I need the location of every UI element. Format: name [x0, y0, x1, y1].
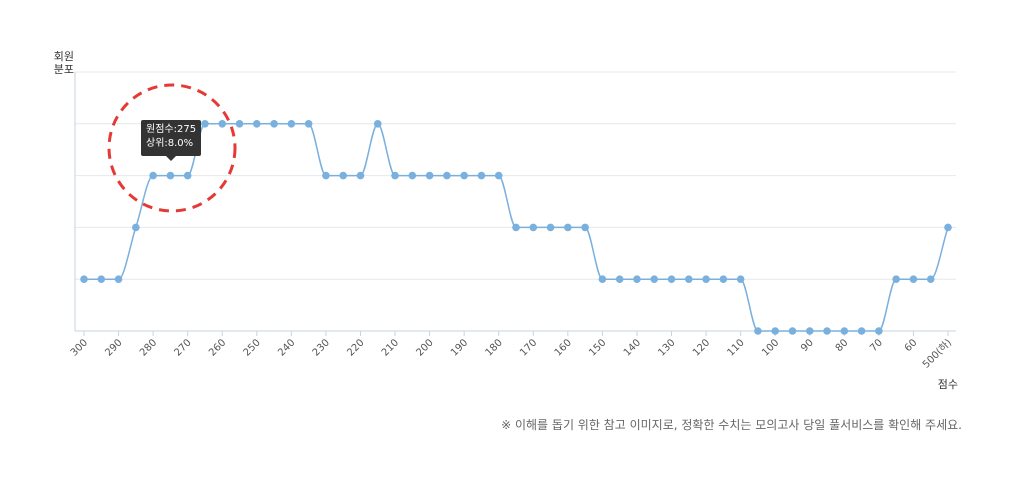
data-point[interactable]: [857, 327, 866, 335]
x-tick-label: 100: [760, 337, 781, 358]
data-point[interactable]: [149, 171, 157, 180]
data-point[interactable]: [183, 171, 192, 180]
y-axis-label: 회원 분포: [44, 50, 74, 76]
data-point[interactable]: [788, 327, 797, 335]
data-point[interactable]: [771, 327, 779, 335]
data-point[interactable]: [650, 275, 659, 284]
x-axis-label: 점수: [937, 378, 958, 391]
data-point[interactable]: [892, 275, 900, 284]
x-tick-label: 230: [311, 337, 332, 358]
data-point[interactable]: [667, 275, 676, 284]
y-axis-label-line2: 분포: [53, 63, 74, 76]
data-point[interactable]: [460, 171, 468, 180]
x-tick-label: 270: [173, 337, 194, 358]
data-point[interactable]: [132, 223, 140, 232]
x-tick-label: 120: [691, 337, 712, 358]
data-point[interactable]: [926, 275, 935, 284]
x-tick-label: 190: [449, 337, 470, 358]
data-point[interactable]: [944, 223, 952, 232]
data-point[interactable]: [615, 275, 624, 284]
x-tick-label: 280: [138, 337, 159, 358]
data-point[interactable]: [80, 275, 88, 284]
x-tick-labels: 300 290 280 270 260 250 240 230 220 210 200 190 180 1…: [69, 331, 954, 371]
x-tick-label: 80: [834, 337, 851, 354]
x-tick-label: 300: [69, 337, 90, 358]
data-point[interactable]: [201, 120, 209, 128]
data-point[interactable]: [754, 327, 762, 335]
x-tick-label: 240: [276, 337, 297, 358]
axes: [74, 72, 956, 332]
data-point[interactable]: [322, 171, 330, 180]
data-point[interactable]: [736, 275, 745, 284]
data-point[interactable]: [114, 275, 123, 284]
data-point[interactable]: [287, 120, 296, 128]
data-points[interactable]: [80, 120, 952, 335]
x-tick-label: 110: [725, 337, 746, 358]
disclaimer-note: ※ 이해를 돕기 위한 참고 이미지로, 정확한 수치는 모의고사 당일 풀서비…: [501, 418, 962, 432]
highlight-circle: [107, 83, 237, 213]
x-tick-label: 60: [903, 337, 920, 354]
data-point[interactable]: [598, 275, 607, 284]
data-point[interactable]: [218, 120, 227, 128]
grid-lines: [75, 71, 956, 280]
x-tick-label: 70: [868, 337, 885, 354]
x-tick-label: 260: [207, 337, 228, 358]
data-point[interactable]: [339, 171, 348, 180]
x-tick-label: 500(하): [919, 336, 954, 371]
data-point[interactable]: [564, 223, 572, 232]
x-tick-label: 210: [380, 337, 401, 358]
data-point[interactable]: [512, 223, 520, 232]
data-tooltip: 원점수:275 상위:8.0%: [141, 120, 201, 161]
data-point[interactable]: [270, 120, 278, 128]
x-tick-label: 250: [242, 337, 263, 358]
x-tick-label: 160: [553, 337, 574, 358]
data-point[interactable]: [823, 327, 831, 335]
data-point[interactable]: [633, 275, 641, 284]
data-point[interactable]: [97, 275, 106, 284]
y-axis-label-line1: 회원: [53, 50, 74, 63]
x-tick-label: 220: [345, 337, 366, 358]
x-tick-label: 180: [484, 337, 505, 358]
x-tick-label: 130: [656, 337, 677, 358]
data-point[interactable]: [581, 223, 589, 232]
tooltip-rank: 상위:8.0%: [146, 138, 194, 149]
data-point[interactable]: [494, 171, 503, 180]
data-point[interactable]: [529, 223, 538, 232]
data-point[interactable]: [235, 120, 244, 128]
data-point[interactable]: [356, 171, 365, 180]
data-point[interactable]: [425, 171, 434, 180]
x-tick-label: 140: [622, 337, 643, 358]
data-point[interactable]: [477, 171, 486, 180]
data-point[interactable]: [685, 275, 693, 284]
data-point[interactable]: [702, 275, 710, 284]
data-point[interactable]: [546, 223, 555, 232]
data-point[interactable]: [166, 171, 175, 180]
data-point[interactable]: [373, 120, 382, 128]
data-point[interactable]: [909, 275, 918, 284]
x-tick-label: 90: [799, 337, 816, 354]
data-point[interactable]: [875, 327, 883, 335]
tooltip-score: 원점수:275: [146, 124, 197, 135]
data-point[interactable]: [391, 171, 399, 180]
data-point[interactable]: [252, 120, 261, 128]
x-tick-label: 170: [518, 337, 539, 358]
data-point[interactable]: [840, 327, 849, 335]
x-tick-label: 290: [103, 337, 124, 358]
data-point[interactable]: [805, 327, 814, 335]
x-tick-label: 200: [414, 337, 435, 358]
x-tick-label: 150: [587, 337, 608, 358]
data-point[interactable]: [719, 275, 728, 284]
data-point[interactable]: [304, 120, 313, 128]
data-point[interactable]: [408, 171, 417, 180]
data-point[interactable]: [443, 171, 451, 180]
